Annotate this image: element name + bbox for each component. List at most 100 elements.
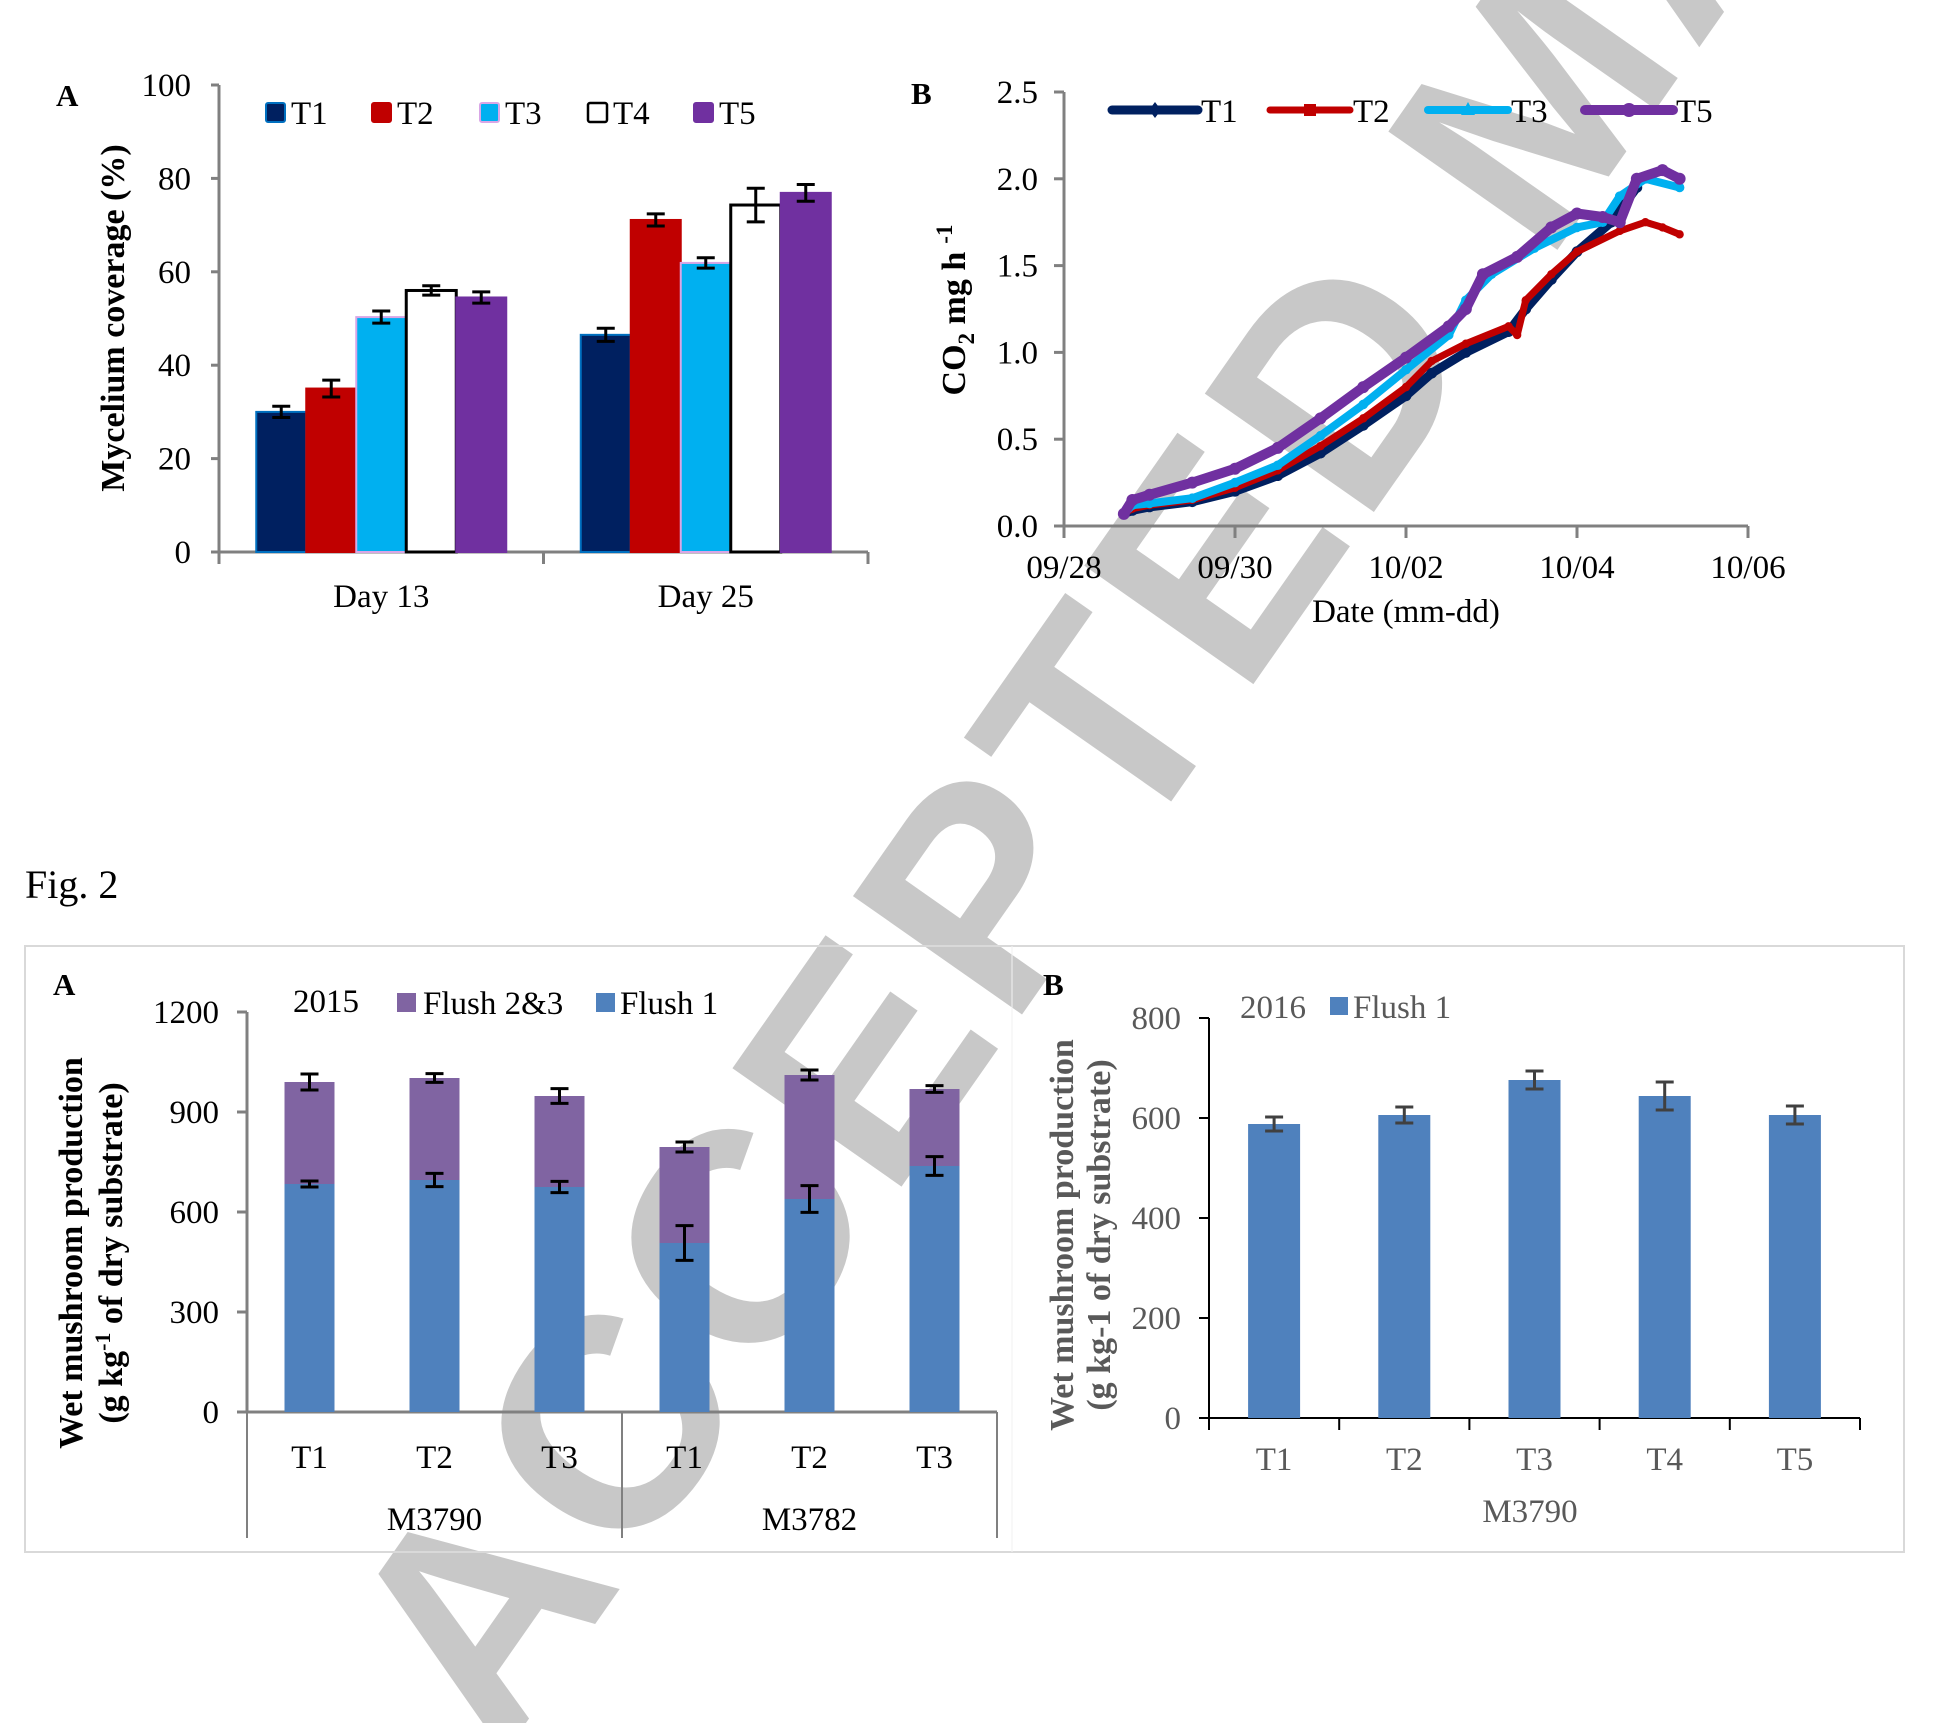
y-tick-label: 900 bbox=[170, 1095, 220, 1131]
bar-t5-day-13 bbox=[455, 296, 508, 553]
bar-t4-day-25 bbox=[729, 203, 783, 554]
legend-swatch-flush23 bbox=[397, 993, 416, 1012]
data-point-t5 bbox=[1459, 303, 1472, 315]
y-tick-label: 0 bbox=[203, 1395, 220, 1431]
x-tick-label: T1 bbox=[1256, 1442, 1293, 1478]
legend-label-t4: T4 bbox=[613, 96, 650, 132]
y-tick-label: 0 bbox=[1165, 1401, 1182, 1437]
data-point-t2 bbox=[1521, 296, 1530, 305]
y-tick-label: 600 bbox=[170, 1195, 220, 1231]
legend-year-2015: 2015 bbox=[293, 984, 359, 1020]
panel-label-b-bottom: B bbox=[1043, 967, 1064, 1002]
legend-label-t2: T2 bbox=[397, 96, 434, 132]
bar-flush1 bbox=[534, 1187, 585, 1412]
legend-label-flush1: Flush 1 bbox=[620, 986, 718, 1022]
data-point-t5 bbox=[1117, 507, 1130, 520]
x-tick-label: 10/06 bbox=[1710, 550, 1785, 586]
data-point-t3 bbox=[1187, 493, 1198, 504]
y-axis-title-production-2015-line1: Wet mushroom production bbox=[53, 1057, 90, 1449]
legend-swatch-t3 bbox=[479, 102, 500, 123]
production-2015-legend: 2015 Flush 2&3 Flush 1 bbox=[293, 984, 718, 1022]
legend-label-flush1: Flush 1 bbox=[1353, 990, 1451, 1026]
bottom-figure-frame bbox=[24, 945, 1905, 1553]
production-2015-axes: 0 300 600 900 1200 M3790 M3782 T1 T2 T3 T1 T2 T3 bbox=[153, 995, 998, 1538]
bar-flush1 bbox=[659, 1243, 710, 1412]
mushroom-production-2016-chart: B 0 200 400 600 800 T1 T2 T3 T4 T5 2016 Flush 1 We… bbox=[1043, 967, 1861, 1530]
bar-flush23 bbox=[534, 1096, 585, 1187]
bar-t2-day-13 bbox=[305, 387, 358, 553]
x-tick-label: T5 bbox=[1777, 1442, 1814, 1478]
x-tick-label: Day 13 bbox=[333, 579, 429, 615]
data-point-t2 bbox=[1615, 226, 1624, 236]
data-point-t3 bbox=[1572, 222, 1582, 233]
x-tick-label: T4 bbox=[1646, 1442, 1683, 1478]
data-point-t5 bbox=[1143, 488, 1156, 501]
data-point-t5 bbox=[1596, 210, 1609, 223]
data-point-t5 bbox=[1511, 250, 1524, 263]
y-axis-title-production-2016-line1: Wet mushroom production bbox=[1044, 1039, 1081, 1431]
data-point-t3 bbox=[1358, 399, 1369, 410]
legend-swatch-flush1 bbox=[1330, 997, 1348, 1015]
x-tick-label: 10/04 bbox=[1539, 550, 1614, 586]
co2-chart-legend: T1 T2 T3 T5 bbox=[1107, 94, 1713, 130]
data-point-t5 bbox=[1545, 221, 1558, 234]
bar-t1-day-25 bbox=[579, 333, 632, 553]
x-tick-label: 09/28 bbox=[1026, 550, 1101, 586]
co2-line-chart: B 0.0 0.5 1.0 1.5 2.0 2.5 09/28 09/30 10/02 10/04… bbox=[911, 75, 1786, 630]
y-tick-label: 2.0 bbox=[997, 162, 1038, 198]
bar-t5-day-25 bbox=[779, 191, 832, 553]
x-axis-group-label-m3790-2016: M3790 bbox=[1482, 1494, 1577, 1530]
data-point-t2 bbox=[1401, 382, 1411, 392]
mycelium-chart-axes: 0 20 40 60 80 100 Day 13 Day 25 bbox=[142, 68, 870, 615]
x-tick-label: T2 bbox=[416, 1440, 453, 1476]
x-tick-label: 09/30 bbox=[1197, 550, 1272, 586]
data-point-t2 bbox=[1427, 356, 1436, 366]
legend-swatch-t2 bbox=[371, 102, 392, 123]
y-axis-title-co2: CO2 mg h -1 bbox=[932, 225, 979, 396]
watermark-text: ACCEPTED MANUSCRIPT bbox=[277, 0, 1945, 1723]
y-tick-label: 300 bbox=[170, 1295, 220, 1331]
mycelium-chart-legend: T1 T2 T3 T4 T5 bbox=[265, 96, 756, 132]
legend-marker-triangle-icon bbox=[1461, 102, 1475, 115]
y-tick-label: 1200 bbox=[153, 995, 219, 1031]
data-point-t2 bbox=[1547, 270, 1556, 279]
data-point-t3 bbox=[1614, 191, 1625, 201]
x-tick-label: T2 bbox=[1386, 1442, 1423, 1478]
y-tick-label: 800 bbox=[1132, 1001, 1182, 1037]
data-point-t2 bbox=[1572, 247, 1582, 256]
data-point-t3 bbox=[1144, 498, 1155, 509]
x-tick-label: T3 bbox=[1516, 1442, 1553, 1478]
x-tick-label: T2 bbox=[791, 1440, 828, 1476]
figure-label: Fig. 2 bbox=[25, 862, 118, 907]
x-tick-label: T1 bbox=[291, 1440, 328, 1476]
bar-flush23 bbox=[784, 1075, 835, 1199]
x-axis-group-label-m3782: M3782 bbox=[762, 1502, 857, 1538]
mycelium-chart-bars bbox=[255, 182, 832, 554]
y-axis-title-production-2015-line2: (g kg-1 of dry substrate) bbox=[90, 1082, 130, 1423]
y-tick-label: 60 bbox=[158, 255, 191, 291]
y-tick-label: 1.5 bbox=[997, 249, 1038, 285]
data-point-t5 bbox=[1126, 493, 1139, 506]
bar-flush1 bbox=[409, 1180, 460, 1412]
y-tick-label: 0.5 bbox=[997, 422, 1038, 458]
y-tick-label: 40 bbox=[158, 348, 191, 384]
legend-swatch-flush1 bbox=[596, 993, 615, 1012]
bar-t3 bbox=[1508, 1080, 1561, 1418]
legend-marker-square-icon bbox=[1304, 104, 1316, 116]
data-point-t1 bbox=[1460, 347, 1472, 358]
bar-flush23 bbox=[284, 1082, 335, 1184]
watermark: ACCEPTED MANUSCRIPT bbox=[277, 0, 1945, 1723]
data-point-t5 bbox=[1571, 207, 1583, 220]
data-point-t2 bbox=[1658, 223, 1667, 232]
y-tick-label: 0 bbox=[175, 535, 192, 571]
bar-t2 bbox=[1378, 1115, 1431, 1418]
bar-flush1 bbox=[784, 1199, 835, 1412]
y-tick-label: 600 bbox=[1132, 1101, 1182, 1137]
data-point-t5 bbox=[1229, 462, 1241, 475]
x-tick-label: T1 bbox=[666, 1440, 703, 1476]
data-point-t5 bbox=[1476, 268, 1489, 281]
data-point-t3 bbox=[1674, 182, 1685, 193]
bar-t5 bbox=[1768, 1115, 1821, 1418]
legend-swatch-t4 bbox=[586, 101, 609, 124]
bar-t1 bbox=[1248, 1124, 1301, 1418]
